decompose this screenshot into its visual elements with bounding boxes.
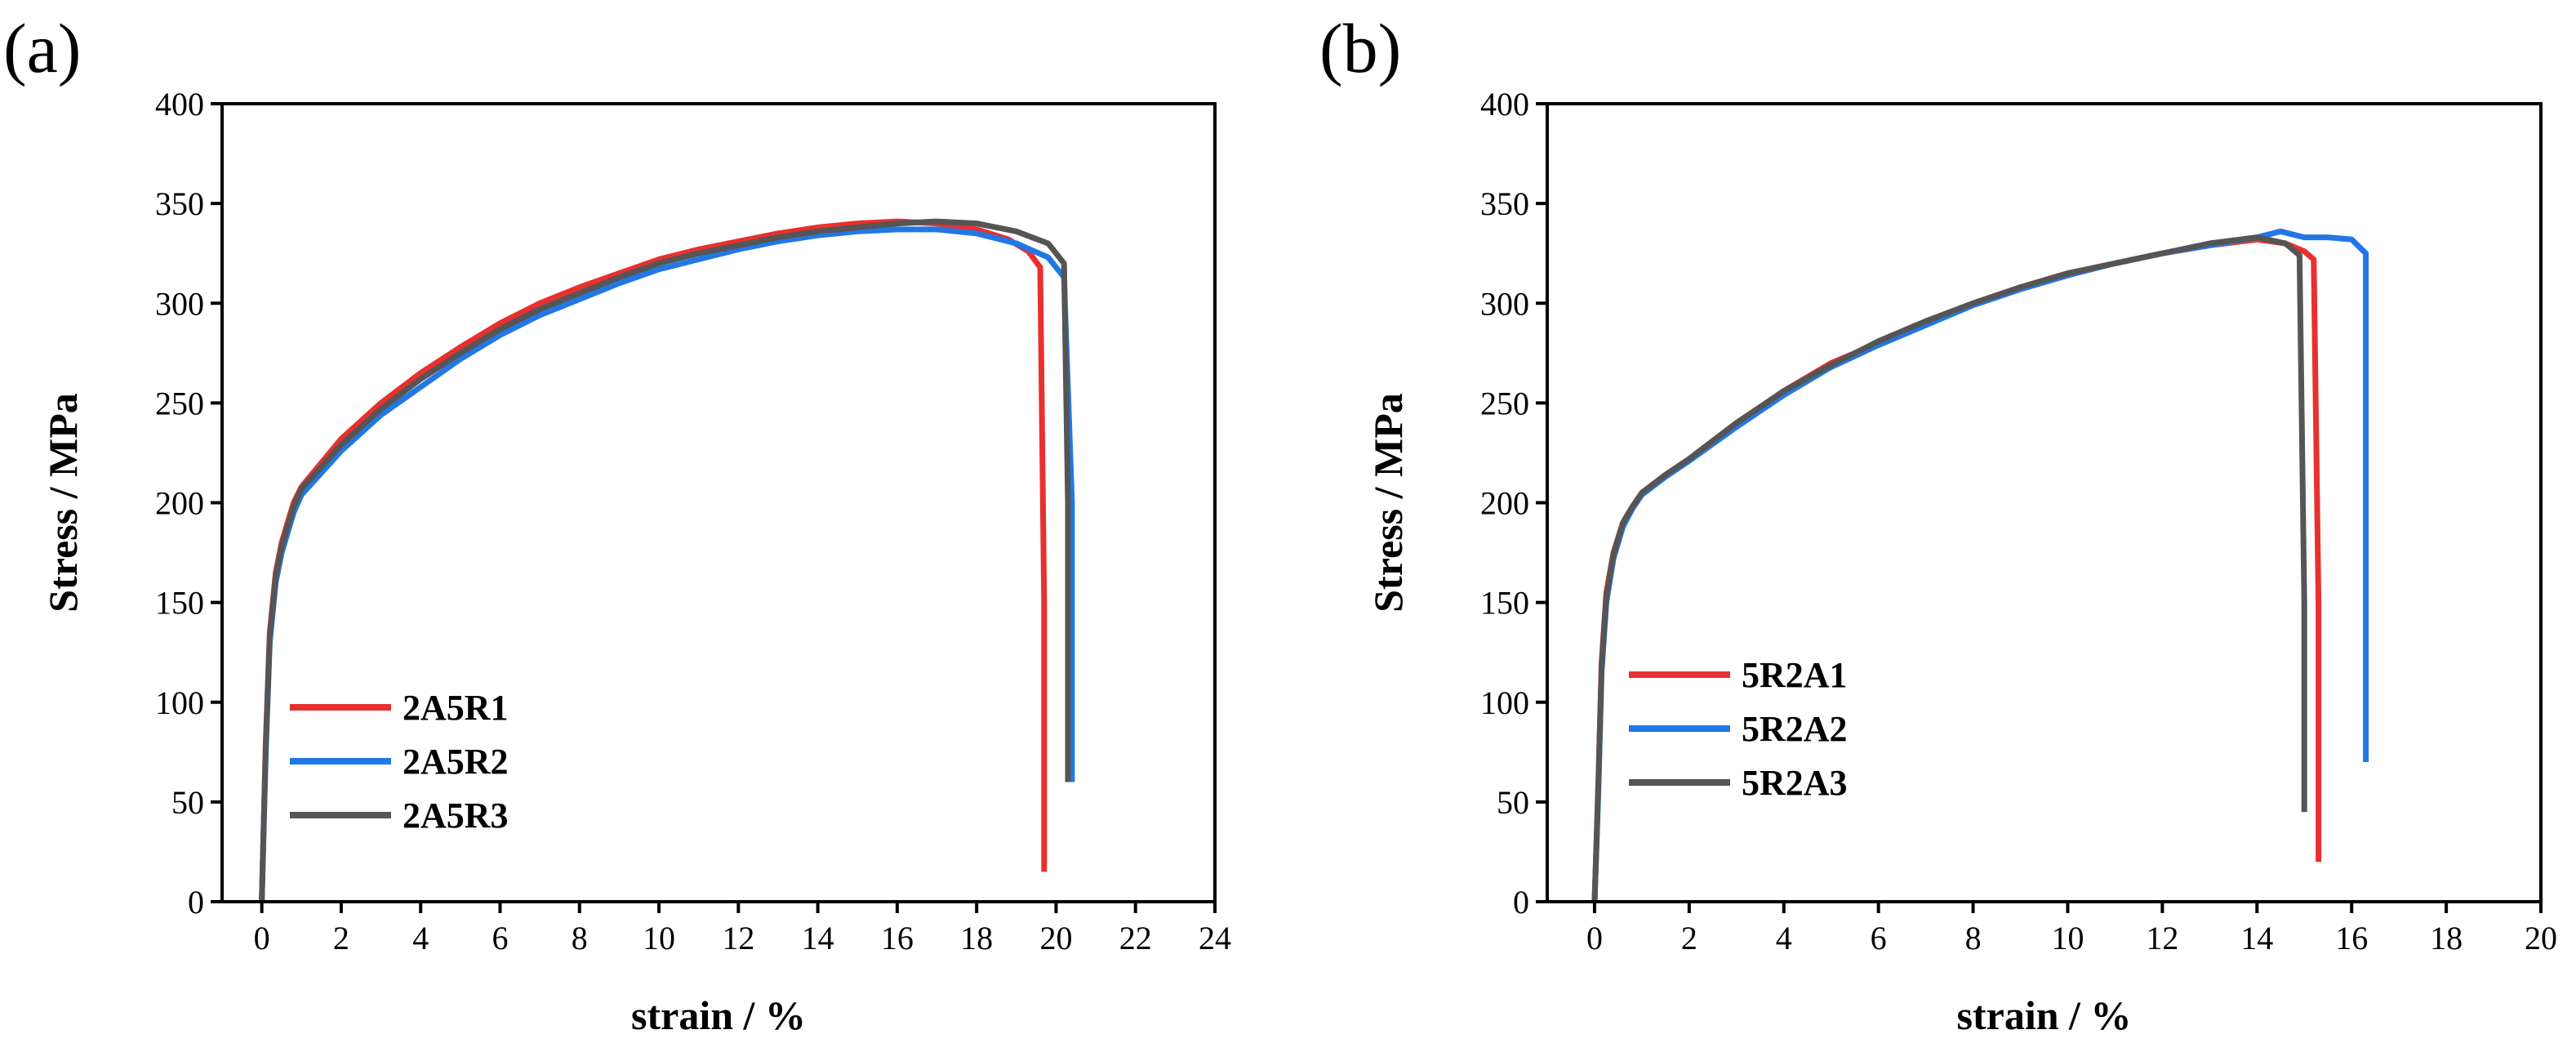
y-tick-label-b-6: 300	[1480, 285, 1529, 322]
y-tick-label-a-6: 300	[155, 285, 204, 322]
legend-label-b-1: 5R2A2	[1742, 709, 1848, 749]
series-line-a-2A5R2	[259, 226, 1075, 903]
y-axis-title-b: Stress / MPa	[1365, 393, 1411, 612]
x-tick-label-a-4: 8	[572, 920, 588, 956]
x-tick-label-a-6: 12	[722, 920, 754, 956]
legend-label-a-1: 2A5R2	[403, 742, 509, 782]
x-tick-label-b-7: 14	[2240, 920, 2273, 956]
x-tick-label-b-1: 2	[1681, 920, 1697, 956]
y-tick-label-a-3: 150	[155, 585, 204, 622]
series-line-b-5R2A3	[1591, 234, 2307, 903]
y-tick-label-b-5: 250	[1480, 385, 1529, 421]
x-tick-label-a-5: 10	[643, 920, 675, 956]
x-tick-label-b-8: 16	[2335, 920, 2368, 956]
y-tick-label-a-0: 0	[188, 884, 204, 920]
legend-a: 2A5R1 2A5R2 2A5R3	[290, 688, 509, 836]
x-tick-label-a-1: 2	[333, 920, 349, 956]
y-tick-label-a-4: 200	[155, 485, 204, 522]
series-line-a-2A5R3	[259, 218, 1071, 903]
panel-label-b: (b)	[1319, 9, 1401, 87]
x-tick-label-b-5: 10	[2051, 920, 2084, 956]
y-tick-label-a-8: 400	[155, 86, 204, 123]
x-tick-label-a-9: 18	[960, 920, 993, 956]
plot-frame-a	[220, 102, 1217, 903]
x-axis-title-a: strain / %	[631, 992, 806, 1038]
x-tick-label-b-10: 20	[2525, 920, 2557, 956]
series-line-a-2A5R1	[259, 218, 1048, 903]
series-line-b-5R2A2	[1591, 228, 2369, 903]
y-tick-label-b-1: 50	[1497, 784, 1529, 821]
y-tick-label-b-7: 350	[1480, 185, 1529, 222]
y-tick-label-b-4: 200	[1480, 485, 1529, 522]
x-tick-label-b-2: 4	[1776, 920, 1792, 956]
x-tick-label-b-6: 12	[2146, 920, 2178, 956]
y-axis-title-a: Stress / MPa	[40, 393, 86, 612]
legend-label-b-2: 5R2A3	[1742, 763, 1848, 803]
x-tick-label-b-4: 8	[1965, 920, 1982, 956]
legend-label-a-0: 2A5R1	[403, 688, 509, 728]
legend-b: 5R2A1 5R2A2 5R2A3	[1629, 655, 1848, 803]
legend-label-a-2: 2A5R3	[403, 796, 509, 836]
y-tick-label-a-7: 350	[155, 185, 204, 222]
y-tick-label-b-3: 150	[1480, 585, 1529, 622]
panel-label-a: (a)	[3, 9, 81, 87]
legend-label-b-0: 5R2A1	[1742, 655, 1848, 695]
y-tick-label-b-2: 100	[1480, 684, 1529, 721]
x-tick-label-a-11: 22	[1119, 920, 1152, 956]
chart-panel-a: (a)0 2 4 6 8 10 12 14 16 18 20 22 240501001502002503…	[3, 9, 1231, 1038]
plot-frame-b	[1546, 102, 2543, 903]
y-tick-label-a-5: 250	[155, 385, 204, 421]
x-tick-label-a-3: 6	[492, 920, 508, 956]
x-tick-label-a-8: 16	[881, 920, 914, 956]
x-tick-label-a-12: 24	[1199, 920, 1231, 956]
x-tick-label-b-3: 6	[1871, 920, 1887, 956]
x-tick-label-a-0: 0	[254, 920, 270, 956]
x-axis-title-b: strain / %	[1957, 992, 2132, 1038]
chart-panel-b: (b)0 2 4 6 8 10 12 14 16 18 2005010015020025030035…	[1319, 9, 2557, 1038]
series-line-b-5R2A1	[1591, 236, 2322, 903]
x-tick-label-a-2: 4	[412, 920, 429, 956]
x-tick-label-b-0: 0	[1586, 920, 1603, 956]
y-tick-label-b-8: 400	[1480, 86, 1529, 123]
y-tick-label-a-1: 50	[171, 784, 204, 821]
x-tick-label-a-10: 20	[1039, 920, 1072, 956]
x-tick-label-b-9: 18	[2430, 920, 2463, 956]
x-tick-label-a-7: 14	[802, 920, 834, 956]
y-tick-label-b-0: 0	[1513, 884, 1529, 920]
y-tick-label-a-2: 100	[155, 684, 204, 721]
